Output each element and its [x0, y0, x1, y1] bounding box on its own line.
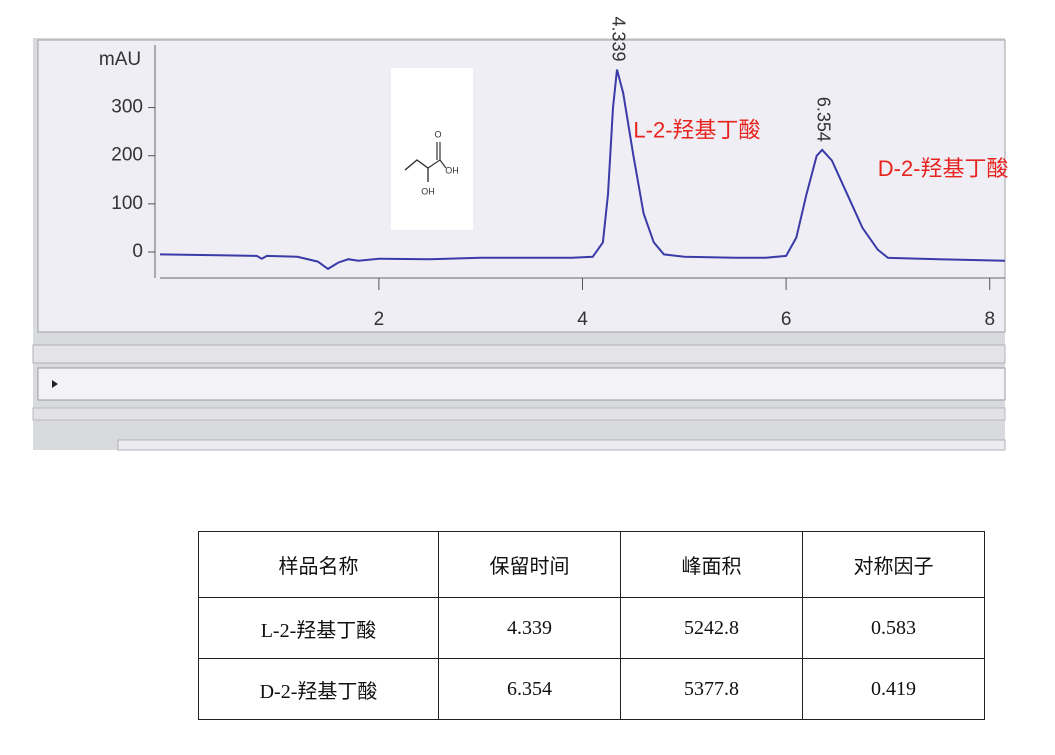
scrollbar[interactable] [37, 367, 1006, 401]
result-table: 样品名称 保留时间 峰面积 对称因子 L-2-羟基丁酸 4.339 5242.8… [198, 531, 985, 720]
y-tick-label: 200 [111, 145, 143, 166]
table-header: 样品名称 保留时间 峰面积 对称因子 [198, 531, 985, 598]
cell: 6.354 [438, 658, 621, 720]
cell: 5242.8 [620, 597, 803, 659]
chromatogram: mAU O OH OH 0 100 200 300 2 4 6 8 4.339 6.354 L-2-… [32, 17, 1009, 451]
header-cell: 峰面积 [620, 531, 803, 598]
cell: L-2-羟基丁酸 [198, 597, 439, 659]
peak-label: 4.339 [608, 17, 628, 62]
status-bar [32, 407, 1006, 421]
atom-label: O [434, 129, 441, 139]
bond [439, 159, 447, 169]
peak-annotation: D-2-羟基丁酸 [878, 156, 1009, 181]
cell: 0.419 [802, 658, 985, 720]
x-tick-label: 4 [577, 309, 588, 330]
y-tick-label: 0 [132, 241, 143, 262]
cell: D-2-羟基丁酸 [198, 658, 439, 720]
trace [159, 69, 1006, 271]
scroll-left-arrow[interactable] [52, 380, 58, 388]
structure-box [391, 68, 473, 230]
y-tick-label: 300 [111, 97, 143, 118]
cell: 4.339 [438, 597, 621, 659]
plot-panel [37, 39, 1006, 333]
panel-edge [117, 439, 1006, 451]
header-cell: 保留时间 [438, 531, 621, 598]
x-tick-label: 8 [984, 309, 995, 330]
header-cell: 对称因子 [802, 531, 985, 598]
x-tick-label: 6 [781, 309, 792, 330]
bonds [404, 159, 441, 171]
cell: 0.583 [802, 597, 985, 659]
table-row: L-2-羟基丁酸 4.339 5242.8 0.583 [198, 597, 985, 659]
peak-annotation: L-2-羟基丁酸 [633, 117, 760, 142]
header-cell: 样品名称 [198, 531, 439, 598]
atom-label: OH [445, 165, 459, 175]
peak-label: 6.354 [813, 97, 833, 142]
atom-label: OH [421, 186, 435, 196]
cell: 5377.8 [620, 658, 803, 720]
y-axis-label: mAU [99, 49, 141, 70]
toolbar [32, 344, 1006, 364]
x-tick-label: 2 [374, 309, 385, 330]
table-row: D-2-羟基丁酸 6.354 5377.8 0.419 [198, 658, 985, 720]
y-tick-label: 100 [111, 193, 143, 214]
